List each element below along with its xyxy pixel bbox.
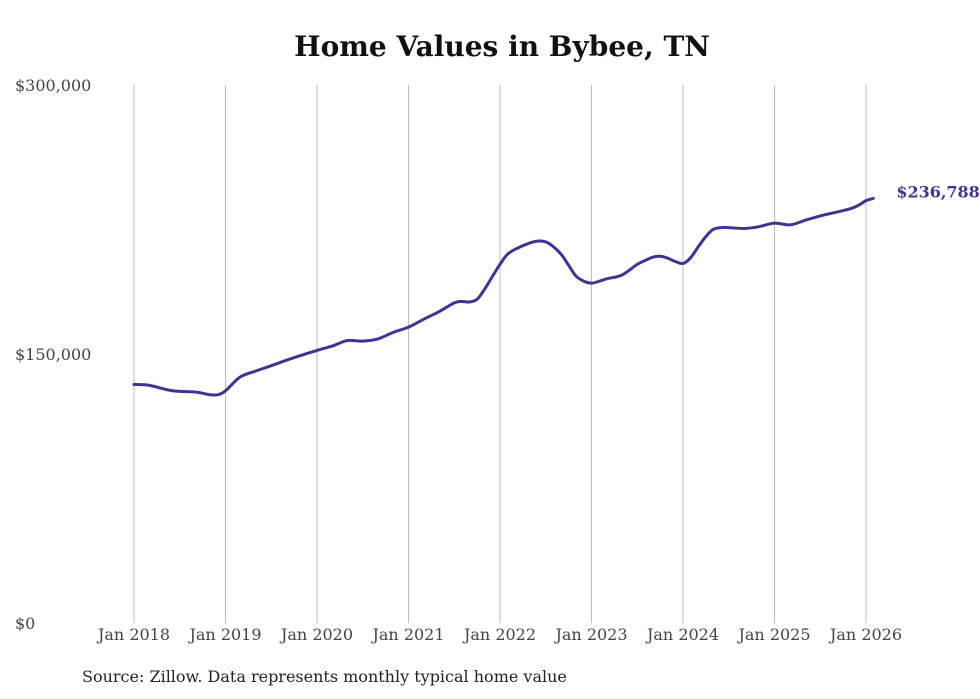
x-tick-label-1: Jan 2019 <box>187 625 261 644</box>
x-tick-label-7: Jan 2025 <box>736 625 810 644</box>
source-note: Source: Zillow. Data represents monthly … <box>82 667 567 686</box>
series-lines <box>132 196 875 397</box>
chart-title: Home Values in Bybee, TN <box>294 30 710 63</box>
series-line-0 <box>132 196 875 397</box>
x-tick-label-8: Jan 2026 <box>828 625 902 644</box>
y-tick-label-1: $150,000 <box>15 345 91 364</box>
x-tick-label-2: Jan 2020 <box>279 625 353 644</box>
end-value-label: $236,788 <box>896 182 980 201</box>
x-axis-ticks: Jan 2018 Jan 2019 Jan 2020 Jan 2021 Jan 2022… <box>96 625 902 644</box>
x-tick-label-6: Jan 2024 <box>645 625 719 644</box>
x-tick-label-5: Jan 2023 <box>553 625 627 644</box>
x-tick-label-3: Jan 2021 <box>370 625 444 644</box>
y-tick-label-0: $0 <box>15 614 35 633</box>
x-tick-label-0: Jan 2018 <box>96 625 170 644</box>
annotations: $236,788 <box>896 182 980 201</box>
y-tick-label-2: $300,000 <box>15 76 91 95</box>
grid-lines <box>133 85 867 623</box>
y-axis-ticks: $0 $150,000 $300,000 <box>15 76 91 633</box>
x-tick-label-4: Jan 2022 <box>462 625 536 644</box>
